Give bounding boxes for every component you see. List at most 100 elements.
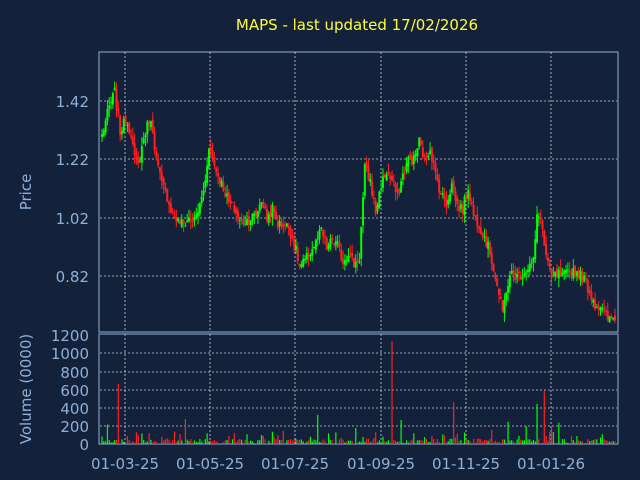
candle-body	[478, 226, 481, 230]
candle-body	[285, 223, 288, 227]
candle-body	[191, 220, 194, 223]
price-tick-label: 0.82	[56, 268, 89, 286]
volume-bar	[552, 432, 554, 444]
x-tick-label: 01-07-25	[261, 455, 329, 473]
volume-bar	[298, 439, 301, 444]
volume-bar	[458, 441, 460, 444]
candle-body	[389, 175, 392, 179]
candle-body	[434, 163, 437, 173]
volume-bar	[101, 436, 103, 444]
volume-bar	[237, 440, 239, 444]
candle-body	[120, 131, 123, 134]
candle-body	[555, 268, 558, 276]
candle-body	[110, 101, 113, 103]
candle-body	[481, 232, 484, 237]
volume-bar	[518, 435, 520, 444]
volume-bar	[418, 440, 420, 444]
candle-body	[323, 236, 326, 239]
candle-body	[202, 190, 205, 196]
candle-body	[436, 174, 439, 181]
candle-body	[305, 253, 308, 260]
volume-bar	[342, 439, 344, 444]
candle-body	[128, 122, 131, 133]
candle-body	[345, 259, 348, 261]
volume-bar	[612, 440, 614, 444]
volume-bar	[545, 435, 547, 444]
volume-bar	[438, 441, 440, 444]
candle-body	[487, 241, 490, 249]
candle-body	[452, 180, 455, 191]
volume-bar	[153, 441, 156, 444]
volume-bar	[567, 442, 569, 444]
candle-body	[550, 268, 553, 279]
candle-body	[472, 205, 475, 216]
volume-bar	[509, 440, 511, 444]
volume-bar	[536, 404, 538, 444]
candle-body	[267, 214, 270, 223]
volume-bar	[168, 439, 170, 444]
candle-body	[412, 155, 415, 164]
volume-bar	[277, 434, 279, 444]
candle-body	[497, 288, 500, 295]
volume-bar	[369, 442, 371, 444]
candle-body	[572, 268, 575, 279]
volume-bar	[150, 439, 152, 444]
volume-bar	[300, 439, 302, 444]
candle-body	[568, 270, 571, 272]
volume-bar	[309, 436, 312, 444]
volume-bar	[554, 443, 556, 444]
candle-body	[231, 202, 234, 204]
volume-bar	[476, 438, 478, 444]
volume-bar	[589, 441, 591, 444]
candle-body	[427, 155, 430, 158]
volume-bar	[449, 438, 451, 444]
price-axis-label: Price	[17, 174, 35, 211]
candle-body	[122, 118, 125, 133]
candle-body	[233, 205, 236, 212]
volume-bar	[598, 443, 600, 444]
volume-bar	[540, 443, 542, 444]
volume-bar	[233, 433, 235, 444]
volume-tick-label: 1200	[51, 327, 89, 345]
volume-bar	[114, 440, 116, 444]
candle-body	[275, 211, 278, 220]
volume-bars	[101, 341, 616, 444]
candle-body	[418, 137, 421, 147]
volume-bar	[585, 442, 587, 444]
volume-bar	[549, 431, 551, 444]
candle-body	[322, 230, 325, 237]
volume-bar	[239, 438, 241, 444]
volume-bar	[425, 439, 428, 444]
volume-bar	[527, 439, 529, 444]
volume-bar	[572, 439, 574, 444]
volume-bar	[130, 442, 132, 444]
candle-body	[218, 176, 221, 184]
volume-bar	[480, 439, 482, 444]
candle-body	[579, 270, 582, 281]
volume-bar	[291, 440, 293, 444]
volume-bar	[184, 419, 186, 444]
candle-body	[414, 153, 417, 157]
candle-body	[447, 199, 450, 205]
volume-bar	[366, 438, 368, 444]
candle-body	[289, 227, 292, 238]
candle-body	[391, 176, 394, 181]
volume-bar	[503, 439, 506, 444]
volume-bar	[485, 440, 487, 444]
volume-bar	[514, 442, 516, 444]
candle-body	[271, 204, 274, 218]
candle-body	[135, 154, 138, 160]
candle-body	[273, 207, 276, 213]
candle-body	[184, 225, 187, 227]
volume-bar	[614, 441, 616, 444]
candle-body	[311, 248, 314, 256]
volume-bar	[349, 440, 351, 444]
candle-body	[351, 253, 354, 257]
volume-bar	[550, 426, 553, 444]
candle-body	[325, 238, 328, 251]
candle-body	[604, 310, 607, 313]
candle-body	[155, 151, 158, 158]
candle-body	[595, 307, 598, 309]
volume-bar	[387, 440, 390, 444]
candle-body	[548, 263, 551, 267]
